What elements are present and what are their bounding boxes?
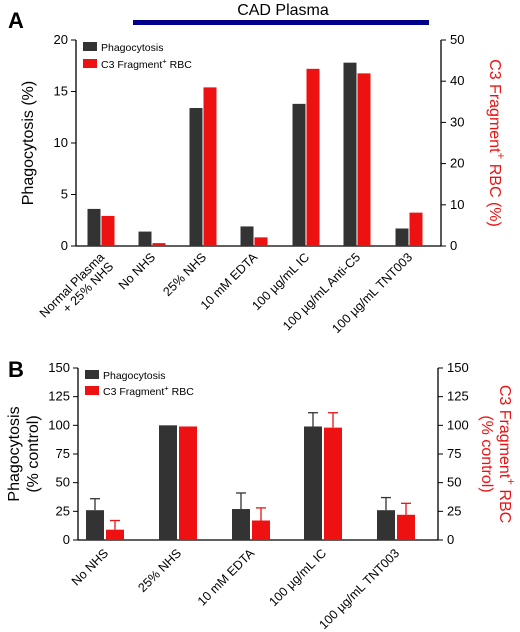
- y-right-axis-title-line1: C3 Fragment+ RBC: [496, 385, 516, 523]
- y-tick-label: 125: [48, 389, 70, 404]
- y-tick-label: 15: [54, 84, 68, 99]
- legend-label-c3-sup: +: [162, 56, 167, 65]
- y-right-axis-title-line2: (% control): [478, 415, 495, 492]
- x-category-label: 25% NHS: [135, 546, 184, 595]
- bar-c3-fragment: [106, 529, 124, 540]
- y-tick-label: 5: [61, 187, 68, 202]
- y-right-axis-title-main: C3 Fragment: [486, 59, 503, 153]
- y-tick-label: 25: [56, 503, 70, 518]
- y-right-tick-label: 30: [450, 114, 464, 129]
- y-right-axis-title-line1-main: C3 Fragment: [496, 385, 513, 479]
- y-right-axis-title-sup: +: [494, 153, 506, 160]
- bar-c3-fragment: [397, 514, 415, 540]
- bar-phagocytosis: [304, 426, 322, 540]
- bar-c3-fragment: [409, 212, 423, 246]
- y-right-axis-title: C3 Fragment+ RBC (%): [486, 59, 506, 227]
- x-category-label: 25% NHS: [160, 250, 209, 299]
- y-tick-label: 100: [48, 417, 70, 432]
- panel-label-a: A: [8, 8, 24, 33]
- bar-phagocytosis: [292, 103, 306, 246]
- legend-swatch-c3: [85, 386, 99, 395]
- legend-swatch-c3: [83, 59, 97, 68]
- y-right-tick-label: 40: [450, 73, 464, 88]
- bar-phagocytosis: [87, 208, 101, 246]
- y-tick-label: 0: [61, 238, 68, 253]
- y-tick-label: 75: [56, 446, 70, 461]
- y-tick-label: 0: [63, 532, 70, 547]
- legend-label-c3-sup: +: [164, 383, 169, 392]
- bar-c3-fragment: [254, 237, 268, 246]
- bar-c3-fragment: [357, 73, 371, 246]
- panel-b: B 0 25 50 75 100 125 150 0 25 50 75 100 125 150 Phagocy…: [6, 357, 516, 632]
- bar-c3-fragment: [324, 427, 342, 540]
- bar-phagocytosis: [189, 107, 203, 246]
- x-category-label: No NHS: [69, 546, 111, 588]
- legend-label-c3-rest: RBC: [169, 386, 195, 398]
- legend-label-phagocytosis: Phagocytosis: [103, 370, 165, 382]
- bar-phagocytosis: [86, 510, 104, 540]
- cad-plasma-bracket: [133, 20, 429, 25]
- y-right-tick-label: 25: [447, 503, 461, 518]
- bar-c3-fragment: [152, 243, 166, 246]
- legend-swatch-phagocytosis: [83, 42, 97, 51]
- legend-label-phagocytosis: Phagocytosis: [101, 42, 163, 54]
- y-right-tick-label: 125: [447, 389, 469, 404]
- y-axis-title-line1: Phagocytosis: [6, 406, 23, 501]
- legend-swatch-phagocytosis: [85, 370, 99, 379]
- bar-phagocytosis: [138, 231, 152, 246]
- y-right-tick-label: 0: [450, 238, 457, 253]
- y-tick-label: 20: [54, 32, 68, 47]
- legend-label-c3-rest: RBC: [167, 59, 193, 71]
- bar-c3-fragment: [203, 87, 217, 246]
- panel-a: A CAD Plasma 0 5 10 15 20 0 10 20 30 40 50 Phagocytos…: [8, 2, 506, 336]
- x-category-label: 100 µg/mL IC: [266, 546, 329, 609]
- y-right-axis-title-line1-sup: +: [504, 478, 516, 485]
- x-category-label: 10 mM EDTA: [195, 546, 258, 609]
- y-right-tick-label: 0: [447, 532, 454, 547]
- y-right-tick-label: 150: [447, 360, 469, 375]
- bar-phagocytosis: [159, 425, 177, 540]
- y-tick-label: 150: [48, 360, 70, 375]
- bar-phagocytosis: [377, 510, 395, 540]
- bracket-label: CAD Plasma: [237, 2, 329, 19]
- bar-c3-fragment: [101, 215, 115, 246]
- bar-phagocytosis: [240, 226, 254, 246]
- bar-phagocytosis: [232, 509, 250, 540]
- y-right-tick-label: 100: [447, 417, 469, 432]
- y-right-tick-label: 75: [447, 446, 461, 461]
- y-right-tick-label: 50: [447, 475, 461, 490]
- y-axis-title-line2: (% control): [25, 415, 42, 492]
- bar-phagocytosis: [343, 62, 357, 246]
- x-category-label: 100 µg/mL TNT003: [316, 546, 402, 632]
- y-axis-title: Phagocytosis (%): [20, 81, 37, 206]
- bar-c3-fragment: [252, 520, 270, 540]
- y-right-tick-label: 20: [450, 156, 464, 171]
- bar-phagocytosis: [395, 228, 409, 246]
- y-right-axis-title-line1-rest: RBC: [496, 485, 513, 523]
- bar-c3-fragment: [179, 426, 197, 540]
- legend-label-c3: C3 Fragment+ RBC: [101, 56, 192, 71]
- y-right-axis-title-rest: RBC (%): [486, 159, 503, 227]
- y-right-tick-label: 10: [450, 197, 464, 212]
- y-tick-label: 10: [54, 135, 68, 150]
- panel-label-b: B: [8, 357, 24, 382]
- x-category-label: No NHS: [116, 250, 158, 292]
- legend-label-c3-main: C3 Fragment: [103, 386, 164, 398]
- legend-label-c3-main: C3 Fragment: [101, 59, 162, 71]
- y-right-tick-label: 50: [450, 32, 464, 47]
- bar-c3-fragment: [306, 68, 320, 246]
- y-tick-label: 50: [56, 475, 70, 490]
- legend-label-c3: C3 Fragment+ RBC: [103, 383, 194, 398]
